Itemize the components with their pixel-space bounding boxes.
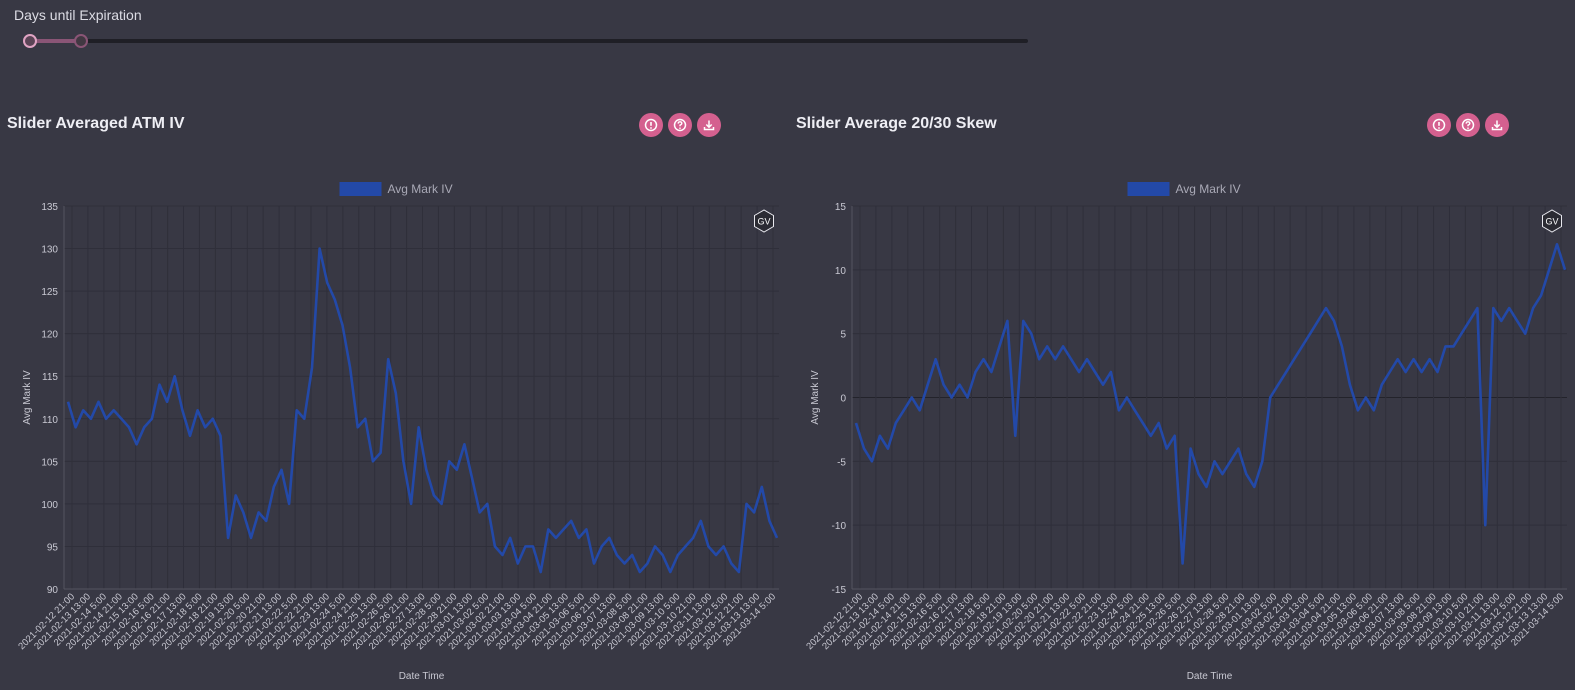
series-line xyxy=(66,247,779,574)
legend: Avg Mark IV xyxy=(339,182,453,196)
legend: Avg Mark IV xyxy=(1127,182,1241,196)
y-tick-label: 15 xyxy=(835,202,847,213)
slider-lower-thumb[interactable] xyxy=(23,34,37,48)
help-button-atm[interactable] xyxy=(668,113,692,137)
download-button-atm[interactable] xyxy=(697,113,721,137)
y-axis-title: Avg Mark IV xyxy=(810,370,821,425)
alert-button-skew[interactable] xyxy=(1427,113,1451,137)
watermark-text: GV xyxy=(757,217,770,227)
legend-label: Avg Mark IV xyxy=(388,182,453,196)
download-icon xyxy=(1491,120,1503,131)
y-tick-label: 100 xyxy=(41,500,58,511)
y-tick-label: 95 xyxy=(47,542,59,553)
y-tick-label: 125 xyxy=(41,287,58,298)
y-tick-label: 5 xyxy=(840,330,846,341)
y-tick-label: 105 xyxy=(41,457,58,468)
y-tick-label: 110 xyxy=(42,415,58,426)
panel-title-atm-iv: Slider Averaged ATM IV xyxy=(7,115,185,132)
y-tick-label: 115 xyxy=(42,372,58,383)
x-axis-title: Date Time xyxy=(1187,671,1233,682)
y-axis-title: Avg Mark IV xyxy=(22,370,33,425)
gv-watermark-icon: GV xyxy=(754,209,774,233)
help-button-skew[interactable] xyxy=(1456,113,1480,137)
series-line xyxy=(854,243,1567,565)
help-icon xyxy=(673,118,687,132)
y-tick-label: -15 xyxy=(832,585,847,596)
gv-watermark-icon: GV xyxy=(1542,209,1562,233)
slider-track[interactable] xyxy=(30,39,1028,43)
y-tick-label: -5 xyxy=(837,457,846,468)
y-tick-label: 10 xyxy=(835,266,847,277)
y-tick-label: -10 xyxy=(832,521,847,532)
help-icon xyxy=(1461,118,1475,132)
y-tick-label: 120 xyxy=(41,330,58,341)
atm-iv-chart: Avg Mark IV90951001051101151201251301352… xyxy=(16,182,779,682)
y-tick-label: 90 xyxy=(47,585,59,596)
watermark-hexagon xyxy=(754,209,774,233)
alert-icon xyxy=(1432,118,1446,132)
panel-title-skew: Slider Average 20/30 Skew xyxy=(796,115,997,132)
slider-selected-range xyxy=(30,39,81,43)
legend-label: Avg Mark IV xyxy=(1176,182,1241,196)
slider-upper-thumb[interactable] xyxy=(74,34,88,48)
alert-icon xyxy=(644,118,658,132)
watermark-hexagon xyxy=(1542,209,1562,233)
x-axis-title: Date Time xyxy=(399,671,445,682)
watermark-text: GV xyxy=(1545,217,1558,227)
y-tick-label: 135 xyxy=(41,202,58,213)
legend-swatch xyxy=(1127,182,1170,196)
alert-button-atm[interactable] xyxy=(639,113,663,137)
download-icon xyxy=(703,120,715,131)
y-tick-label: 130 xyxy=(41,245,58,256)
legend-swatch xyxy=(339,182,382,196)
download-button-skew[interactable] xyxy=(1485,113,1509,137)
slider-label: Days until Expiration xyxy=(14,7,142,23)
y-tick-label: 0 xyxy=(840,394,846,405)
